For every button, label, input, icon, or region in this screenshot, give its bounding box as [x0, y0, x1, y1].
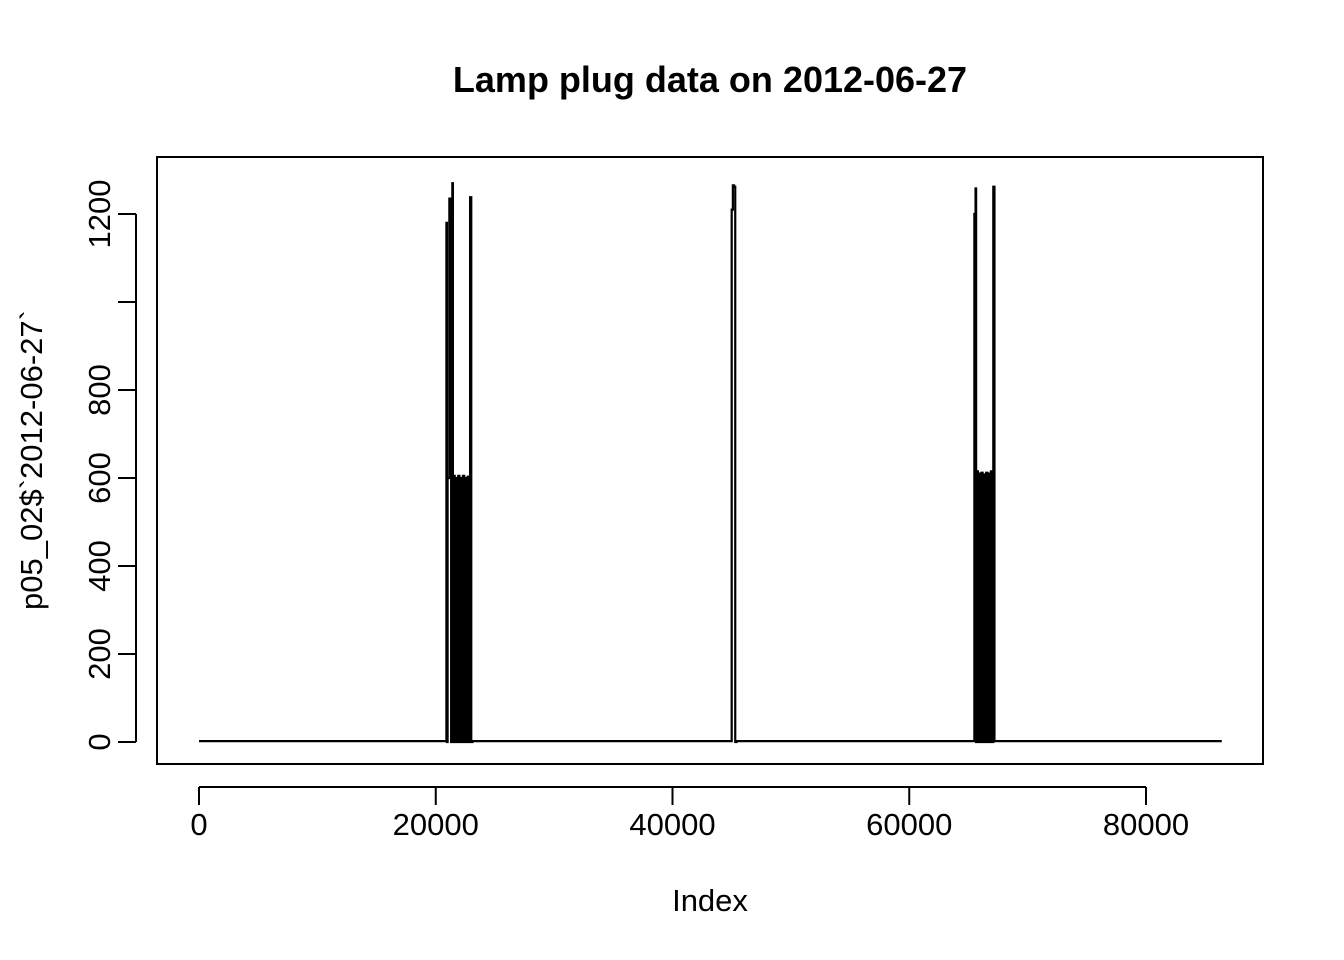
y-tick-label: 600: [82, 452, 117, 504]
plot-frame: [156, 156, 1264, 765]
x-axis: 0 20000 40000 60000 80000: [190, 786, 1189, 842]
y-tick-label: 800: [82, 364, 117, 416]
y-tick-label: 0: [82, 733, 117, 750]
y-tick-label: 1200: [82, 180, 117, 249]
x-tick-label: 0: [190, 807, 207, 842]
x-tick-label: 60000: [866, 807, 952, 842]
x-tick-label: 80000: [1103, 807, 1189, 842]
x-axis-label: Index: [672, 883, 748, 918]
series-layer: [199, 182, 1222, 744]
x-tick-label: 40000: [629, 807, 715, 842]
x-tick-label: 20000: [393, 807, 479, 842]
y-axis: 0 200 400 600 800 1200: [82, 180, 137, 751]
chart-title: Lamp plug data on 2012-06-27: [453, 59, 967, 100]
series-line: [199, 182, 1222, 744]
y-tick-label: 400: [82, 540, 117, 592]
y-axis-label: p05_02$`2012-06-27`: [14, 310, 49, 610]
y-tick-label: 200: [82, 628, 117, 680]
